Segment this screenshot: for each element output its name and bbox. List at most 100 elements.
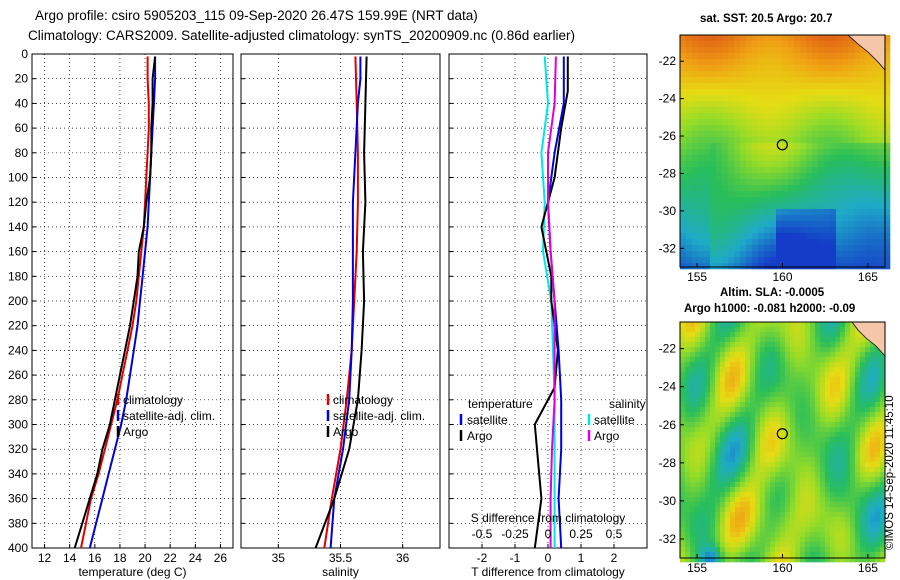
map-cell <box>690 412 696 418</box>
map-cell <box>785 402 791 408</box>
map-cell <box>820 432 826 438</box>
map-cell <box>810 397 816 403</box>
map-cell <box>835 452 841 458</box>
map-cell <box>716 89 723 96</box>
map-cell <box>836 233 843 240</box>
map-cell <box>750 537 756 543</box>
map-cell <box>805 557 811 563</box>
map-cell <box>705 337 711 343</box>
map-cell <box>735 372 741 378</box>
map-cell <box>790 482 796 488</box>
map-cell <box>884 209 891 216</box>
map-cell <box>704 41 711 48</box>
map-cell <box>878 197 885 204</box>
map-cell <box>685 477 691 483</box>
map-cell <box>686 77 693 84</box>
map-cell <box>710 53 717 60</box>
map-cell <box>710 387 716 393</box>
map-cell <box>725 472 731 478</box>
map-cell <box>698 227 705 234</box>
map-cell <box>770 257 777 264</box>
map-cell <box>870 502 876 508</box>
map-cell <box>690 497 696 503</box>
map-cell <box>780 502 786 508</box>
map-cell <box>875 372 881 378</box>
map-cell <box>680 342 686 348</box>
map-cell <box>870 422 876 428</box>
map-cell <box>698 71 705 78</box>
map-cell <box>710 41 717 48</box>
map-cell <box>835 332 841 338</box>
map-cell <box>705 447 711 453</box>
map-cell <box>878 209 885 216</box>
map-cell <box>734 71 741 78</box>
map-cell <box>690 427 696 433</box>
map-cell <box>734 77 741 84</box>
map-cell <box>746 215 753 222</box>
map-cell <box>824 59 831 66</box>
map-cell <box>705 467 711 473</box>
map-cell <box>735 367 741 373</box>
map-cell <box>830 35 837 42</box>
map-cell <box>848 209 855 216</box>
map-cell <box>750 522 756 528</box>
map-cell <box>810 532 816 538</box>
map-cell <box>760 507 766 513</box>
map-cell <box>880 557 886 563</box>
map-cell <box>752 251 759 258</box>
map-cell <box>785 322 791 328</box>
map-cell <box>755 517 761 523</box>
map-cell <box>785 417 791 423</box>
map-cell <box>820 437 826 443</box>
map-cell <box>820 337 826 343</box>
map-cell <box>692 47 699 54</box>
map-cell <box>704 227 711 234</box>
map-cell <box>785 467 791 473</box>
map-cell <box>790 337 796 343</box>
map-cell <box>700 377 706 383</box>
map-cell <box>686 143 693 150</box>
map-cell <box>745 437 751 443</box>
map-cell <box>698 167 705 174</box>
map-cell <box>770 337 776 343</box>
map-cell <box>710 427 716 433</box>
map-cell <box>692 227 699 234</box>
map-cell <box>690 472 696 478</box>
map-cell <box>760 432 766 438</box>
map-cell <box>680 487 686 493</box>
map-cell <box>845 492 851 498</box>
map-cell <box>730 437 736 443</box>
map-cell <box>782 71 789 78</box>
argo-location-marker <box>776 428 788 440</box>
map-cell <box>750 372 756 378</box>
map-cell <box>752 167 759 174</box>
map-cell <box>715 342 721 348</box>
map-cell <box>845 502 851 508</box>
map-cell <box>705 397 711 403</box>
map-cell <box>745 522 751 528</box>
map-cell <box>795 497 801 503</box>
map-x-tick-label: 155 <box>687 270 707 284</box>
map-cell <box>865 542 871 548</box>
map-cell <box>715 347 721 353</box>
map-cell <box>790 532 796 538</box>
map-cell <box>780 452 786 458</box>
map-cell <box>695 337 701 343</box>
map-cell <box>776 197 783 204</box>
map-cell <box>785 542 791 548</box>
map-cell <box>812 209 819 216</box>
map-cell <box>865 557 871 563</box>
map-cell <box>770 263 777 270</box>
map-cell <box>770 113 777 120</box>
y-tick-label: 60 <box>15 121 29 135</box>
map-cell <box>722 179 729 186</box>
map-cell <box>775 442 781 448</box>
map-cell <box>770 417 776 423</box>
map-cell <box>734 239 741 246</box>
map-cell <box>770 83 777 90</box>
map-cell <box>820 527 826 533</box>
map-cell <box>835 397 841 403</box>
map-cell <box>788 101 795 108</box>
map-cell <box>686 83 693 90</box>
map-cell <box>720 382 726 388</box>
